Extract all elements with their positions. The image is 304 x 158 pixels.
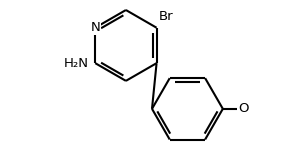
Text: O: O	[238, 102, 249, 115]
Text: Br: Br	[158, 10, 173, 23]
Text: H₂N: H₂N	[64, 57, 88, 70]
Text: N: N	[90, 21, 100, 34]
